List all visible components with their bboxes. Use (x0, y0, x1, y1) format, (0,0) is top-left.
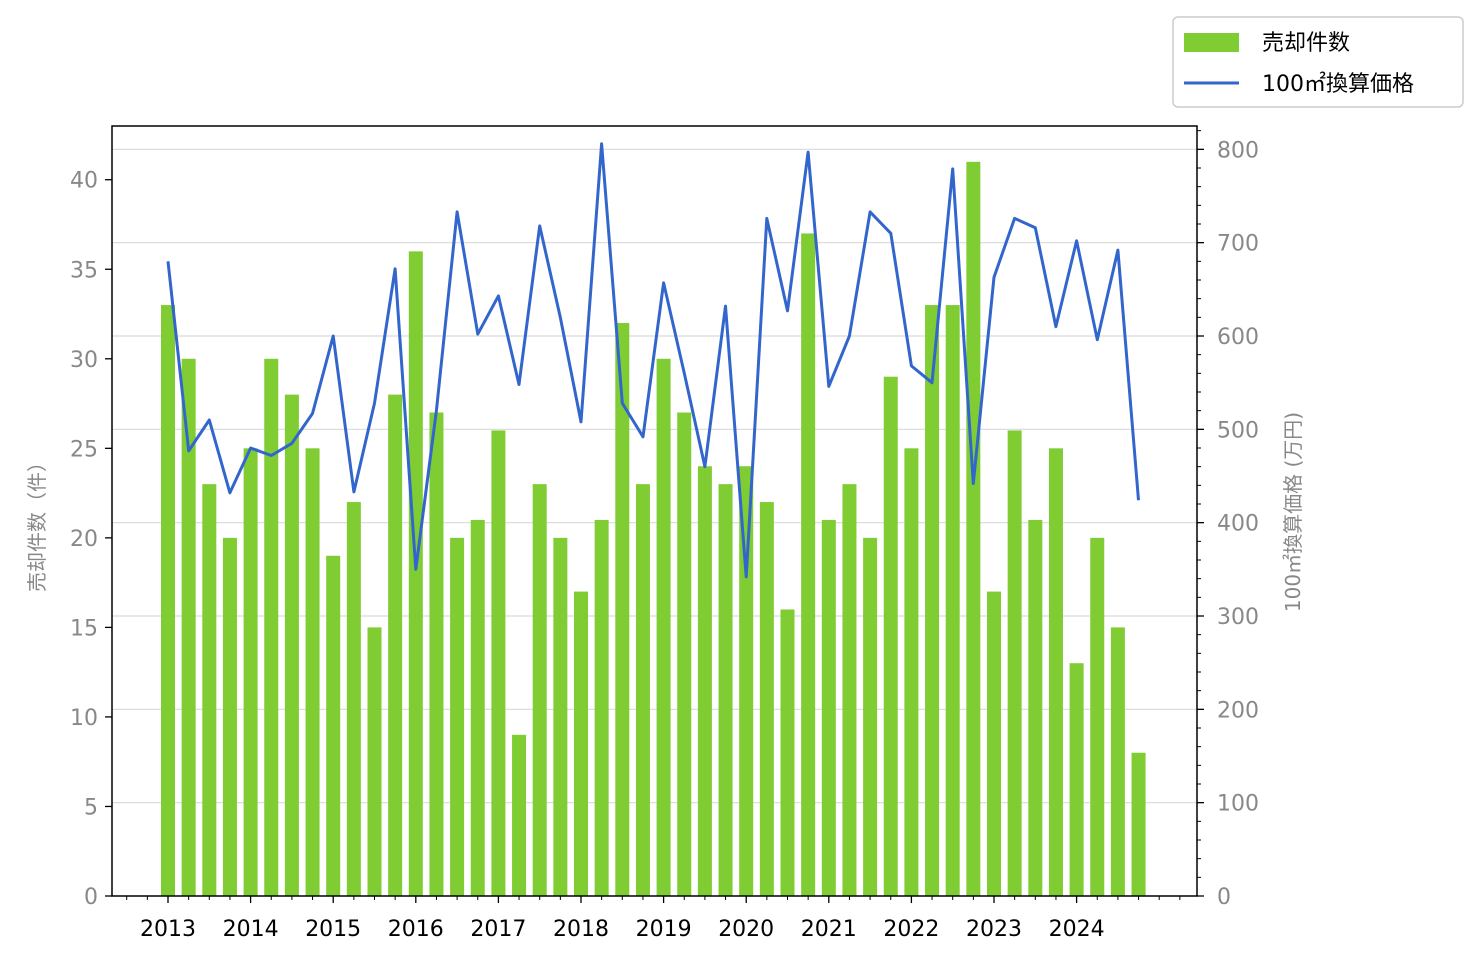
y-left-tick-label: 35 (70, 258, 98, 283)
x-axis: 2013 2014 2015 2016 2017 2018 2019 2020 2021 2022… (126, 896, 1181, 942)
y-left-tick-label: 5 (84, 795, 98, 820)
bar (966, 161, 981, 896)
bar (161, 305, 175, 896)
x-tick-label: 2023 (966, 917, 1022, 942)
bar (202, 484, 217, 896)
bar (1007, 430, 1022, 896)
y-left-tick-label: 25 (70, 437, 98, 462)
bar (697, 466, 712, 896)
y-left-tick-label: 10 (70, 706, 98, 731)
x-tick-label: 2014 (223, 917, 279, 942)
legend-bar-swatch (1184, 33, 1239, 52)
bar (883, 376, 898, 897)
plot-frame (111, 125, 1198, 897)
bar (863, 537, 878, 896)
x-tick-label: 2013 (140, 917, 196, 942)
bar (1069, 663, 1084, 896)
bar (1090, 537, 1105, 896)
bar (243, 448, 258, 896)
bar (801, 233, 816, 896)
y-right-tick-label: 0 (1217, 885, 1231, 910)
bar (181, 358, 196, 896)
axes (111, 125, 1198, 897)
y-right-tick-label: 800 (1217, 138, 1259, 163)
bar (594, 519, 609, 896)
bar (615, 322, 630, 896)
bar (470, 519, 485, 896)
bar (305, 448, 320, 896)
x-tick-label: 2020 (718, 917, 774, 942)
bar (450, 537, 465, 896)
bar (264, 358, 279, 896)
y-left-tick-label: 15 (70, 616, 98, 641)
y-right-tick-label: 100 (1217, 792, 1259, 817)
x-tick-label: 2022 (883, 917, 939, 942)
bar (925, 305, 940, 896)
y-right-axis-title: 100㎡換算価格 (万円) (1281, 412, 1305, 612)
bar (739, 466, 754, 896)
bar (284, 394, 299, 896)
bar (222, 537, 237, 896)
bar (429, 412, 444, 896)
bar (677, 412, 692, 896)
legend-box (1172, 16, 1464, 108)
legend: 売却件数 100㎡換算価格 (1172, 16, 1464, 108)
y-right-tick-label: 400 (1217, 512, 1259, 537)
left-y-axis: 0 5 10 15 20 25 30 35 40 (70, 169, 112, 910)
x-tick-label: 2021 (801, 917, 857, 942)
bar (388, 394, 403, 896)
bar (904, 448, 919, 896)
bar (532, 484, 547, 896)
bar (842, 484, 857, 896)
bar (656, 358, 671, 896)
bar (821, 519, 836, 896)
legend-label-bars: 売却件数 (1262, 31, 1350, 56)
x-tick-label: 2018 (553, 917, 609, 942)
bar (574, 591, 588, 896)
y-left-tick-label: 0 (84, 885, 98, 910)
bar (512, 734, 527, 896)
bar (1048, 448, 1063, 896)
y-right-tick-label: 300 (1217, 605, 1259, 630)
bar (346, 502, 361, 896)
y-right-tick-label: 200 (1217, 698, 1259, 723)
bar (759, 502, 774, 896)
bar (491, 430, 506, 896)
bar (326, 555, 341, 896)
y-right-tick-label: 600 (1217, 325, 1259, 350)
y-left-tick-label: 30 (70, 348, 98, 373)
bar (945, 305, 960, 896)
price-line (166, 142, 1140, 579)
legend-label-line: 100㎡換算価格 (1262, 71, 1414, 97)
bar (635, 484, 650, 896)
bar (367, 627, 382, 896)
bar (553, 537, 568, 896)
bar (1131, 752, 1146, 896)
y-left-tick-label: 20 (70, 527, 98, 552)
x-tick-label: 2017 (470, 917, 526, 942)
bar (408, 251, 423, 897)
bar (780, 609, 795, 896)
x-tick-label: 2019 (636, 917, 692, 942)
line-series (166, 142, 1140, 579)
bar (1028, 519, 1043, 896)
y-left-axis-title: 売却件数（件） (25, 452, 49, 592)
x-tick-label: 2024 (1049, 917, 1105, 942)
bar (987, 591, 1001, 896)
y-left-tick-label: 40 (70, 169, 98, 194)
bar (1110, 627, 1125, 896)
y-right-tick-label: 700 (1217, 232, 1259, 257)
bar (718, 484, 733, 896)
right-y-axis: 0 100 200 300 400 500 600 700 800 (1197, 130, 1259, 910)
x-tick-label: 2016 (388, 917, 444, 942)
bar-series (161, 161, 1146, 897)
x-tick-label: 2015 (305, 917, 361, 942)
y-right-tick-label: 500 (1217, 418, 1259, 443)
